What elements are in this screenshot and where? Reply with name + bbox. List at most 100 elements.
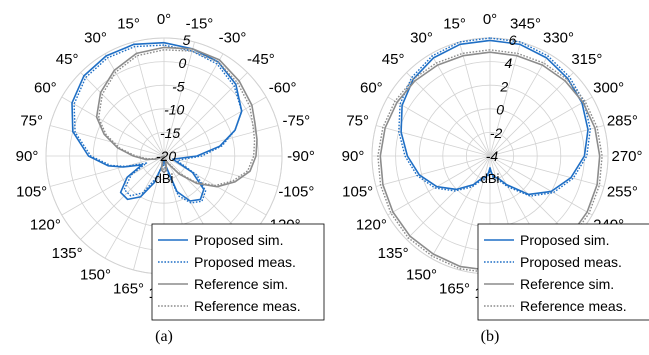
angle-label: 150° — [406, 267, 437, 284]
angle-label: 75° — [20, 113, 43, 130]
angle-label: 105° — [16, 183, 47, 200]
grid-spoke — [61, 155, 165, 216]
grid-spoke — [80, 155, 165, 240]
series-line-3 — [95, 46, 258, 188]
grid-spoke — [133, 155, 165, 271]
ring-label: -4 — [486, 148, 499, 164]
angle-label: 105° — [342, 183, 373, 200]
polar-chart-a: 0°-15°-30°-45°-60°-75°-90°-105°-120°-135… — [16, 11, 325, 345]
series-line-4 — [97, 49, 256, 187]
ring-label: -15 — [160, 125, 180, 141]
angle-label: -105° — [278, 183, 314, 200]
angle-label: 135° — [378, 245, 409, 262]
grid-spoke — [49, 155, 165, 187]
angle-label: 150° — [80, 267, 111, 284]
ring-label: 5 — [183, 32, 191, 48]
grid-spoke — [375, 155, 491, 187]
chart-caption: (a) — [155, 328, 173, 345]
angle-label: 75° — [346, 113, 369, 130]
grid-spoke — [489, 96, 593, 157]
ring-label: -5 — [172, 78, 185, 94]
legend-entry: Reference sim. — [194, 276, 288, 292]
angle-label: -45° — [247, 51, 275, 68]
grid-spoke — [163, 41, 195, 157]
grid-spoke — [489, 53, 550, 157]
series-line-2 — [398, 37, 591, 197]
ring-label: 0 — [178, 55, 186, 71]
legend-entry: Reference meas. — [194, 298, 301, 314]
legend-entry: Reference meas. — [520, 298, 627, 314]
unit-label: dBi — [481, 171, 500, 186]
ring-label: 2 — [499, 78, 508, 94]
unit-label: dBi — [155, 171, 174, 186]
angle-label: 285° — [607, 113, 638, 130]
legend-entry: Proposed sim. — [194, 232, 283, 248]
angle-label: 45° — [56, 51, 79, 68]
angle-label: 90° — [16, 148, 39, 165]
grid-spoke — [489, 155, 605, 187]
angle-label: 120° — [30, 217, 61, 234]
angle-label: -60° — [269, 80, 297, 97]
ring-label: 6 — [509, 32, 517, 48]
angle-label: 315° — [571, 51, 602, 68]
angle-label: 60° — [360, 80, 383, 97]
legend-entry: Reference sim. — [520, 276, 614, 292]
grid-spoke — [489, 72, 574, 157]
grid-spoke — [163, 72, 248, 157]
angle-label: 0° — [157, 11, 171, 28]
grid-spoke — [489, 41, 521, 157]
angle-label: 30° — [410, 29, 433, 46]
grid-spoke — [387, 96, 491, 157]
grid-spoke — [163, 155, 279, 187]
angle-label: 15° — [117, 16, 140, 33]
grid-spoke — [104, 53, 165, 157]
grid-spoke — [406, 72, 491, 157]
angle-label: -90° — [287, 148, 315, 165]
angle-label: 165° — [439, 280, 470, 297]
series-line-1 — [71, 41, 243, 202]
grid-spoke — [163, 125, 279, 157]
angle-label: 45° — [382, 51, 405, 68]
grid-spoke — [489, 155, 593, 216]
angle-label: 300° — [593, 80, 624, 97]
grid-spoke — [459, 155, 491, 271]
grid-spoke — [387, 155, 491, 216]
ring-label: -2 — [490, 125, 503, 141]
angle-label: -75° — [282, 113, 310, 130]
ring-label: 4 — [504, 55, 512, 71]
grid-spoke — [133, 41, 165, 157]
angle-label: 0° — [483, 11, 497, 28]
angle-label: 30° — [84, 29, 107, 46]
angle-label: -15° — [186, 16, 214, 33]
grid-spoke — [430, 155, 491, 259]
series-line-1 — [400, 39, 589, 196]
angle-label: 330° — [543, 29, 574, 46]
series-line-4 — [377, 49, 603, 274]
grid-spoke — [104, 155, 165, 259]
angle-label: 270° — [611, 148, 642, 165]
angle-label: 120° — [356, 217, 387, 234]
angle-label: -30° — [219, 29, 247, 46]
grid-spoke — [49, 125, 165, 157]
grid-spoke — [489, 125, 605, 157]
angle-label: 15° — [443, 16, 466, 33]
angle-label: 135° — [52, 245, 83, 262]
grid-spoke — [459, 41, 491, 157]
polar-chart-b: 0°345°330°315°300°285°270°255°240°225°21… — [342, 11, 649, 345]
grid-spoke — [430, 53, 491, 157]
grid-spoke — [163, 53, 224, 157]
angle-label: 255° — [607, 183, 638, 200]
angle-label: 345° — [510, 16, 541, 33]
ring-label: -10 — [164, 102, 184, 118]
ring-label: 0 — [496, 102, 504, 118]
grid-spoke — [61, 96, 165, 157]
angle-label: 165° — [113, 280, 144, 297]
grid-spoke — [80, 72, 165, 157]
chart-caption: (b) — [481, 328, 500, 345]
legend-entry: Proposed meas. — [194, 254, 296, 270]
angle-label: 90° — [342, 148, 365, 165]
series-line-2 — [73, 44, 243, 204]
grid-spoke — [163, 96, 267, 157]
grid-spoke — [406, 155, 491, 240]
